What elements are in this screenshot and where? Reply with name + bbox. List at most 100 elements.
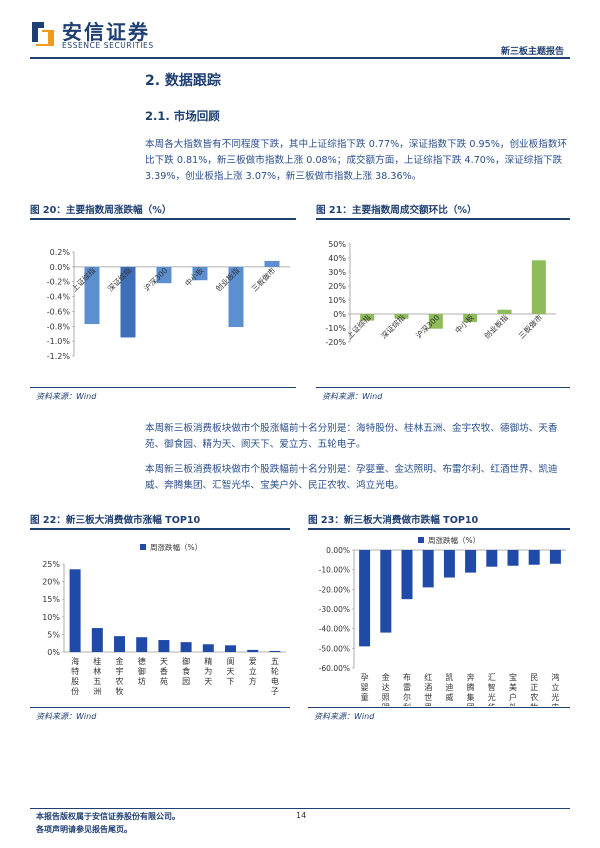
- bar: [507, 550, 519, 566]
- category-label: 创业板指: [482, 312, 511, 341]
- y-tick-label: -50.00%: [319, 644, 350, 653]
- fig23-source: 资料来源：Wind: [314, 712, 375, 721]
- fig20-top-rule: [30, 218, 296, 220]
- bar: [463, 314, 478, 323]
- footer-divider: [30, 808, 570, 809]
- fig21-bottom-rule: [316, 387, 570, 388]
- y-tick-label: 50%: [328, 240, 346, 249]
- category-label: 三板做市: [249, 265, 278, 294]
- bar: [120, 266, 136, 338]
- category-label: 金达照明: [382, 672, 390, 706]
- bar: [360, 314, 375, 321]
- y-tick-label: 20%: [328, 282, 346, 291]
- y-tick-label: 0.00%: [326, 546, 350, 555]
- category-label: 三板做市: [516, 312, 545, 341]
- fig21-top-rule: [316, 218, 570, 220]
- y-tick-label: -40.00%: [319, 625, 350, 634]
- bar: [192, 266, 208, 281]
- bar: [84, 266, 100, 325]
- legend-label: 周涨跌幅（%）: [428, 535, 480, 545]
- bar: [156, 266, 172, 284]
- bar: [443, 550, 455, 578]
- bar: [91, 628, 103, 652]
- category-label: 五轮电子: [271, 657, 279, 696]
- fig23-bottom-rule: [308, 707, 570, 708]
- bar: [422, 550, 434, 588]
- fig22-bottom-rule: [30, 707, 290, 708]
- bar: [394, 314, 409, 319]
- bar: [158, 640, 170, 652]
- y-tick-label: -10%: [325, 324, 346, 333]
- y-tick-label: 10%: [328, 296, 346, 305]
- category-label: 民正农牧: [530, 673, 538, 706]
- bar: [359, 550, 371, 647]
- category-label: 御食园: [182, 656, 190, 686]
- fig21-title: 图 21：主要指数周成交额环比（%）: [316, 205, 477, 216]
- y-tick-label: 0%: [47, 648, 60, 657]
- fig22-source: 资料来源：Wind: [36, 712, 97, 721]
- page-number: 14: [296, 811, 307, 820]
- fig22-title: 图 22：新三板大消费做市涨幅 TOP10: [30, 515, 201, 526]
- y-tick-label: -0.8%: [47, 322, 71, 331]
- y-tick-label: -60.00%: [319, 664, 350, 673]
- subsection-title: 2.1. 市场回顾: [145, 109, 220, 123]
- category-label: 天香苑: [160, 657, 168, 686]
- category-label: 凯迪威: [445, 672, 453, 702]
- bar: [114, 636, 125, 652]
- bar: [69, 569, 81, 652]
- bar: [380, 550, 392, 633]
- bar: [247, 649, 259, 652]
- category-label: 德御坊: [138, 656, 146, 686]
- category-label: 鸿立光电: [551, 672, 559, 706]
- fig23-title: 图 23：新三板大消费做市跌幅 TOP10: [308, 515, 479, 526]
- bar: [269, 650, 281, 652]
- bar: [228, 266, 244, 328]
- bar: [136, 637, 148, 652]
- gainers-paragraph: 本周新三板消费板块做市个股涨幅前十名分别是：海特股份、桂林五洲、金宇农牧、德御坊…: [145, 423, 558, 450]
- category-label: 深证综指: [379, 312, 408, 341]
- bar: [465, 550, 477, 573]
- section-title: 2. 数据跟踪: [145, 73, 221, 89]
- fig23-top-rule: [308, 528, 570, 530]
- bar: [528, 550, 540, 565]
- category-label: 宝美户外: [509, 672, 517, 706]
- losers-paragraph: 本周新三板消费板块做市个股跌幅前十名分别是：孕婴童、金达照明、布雷尔利、红酒世界…: [145, 464, 558, 491]
- category-label: 爱立方: [249, 657, 257, 686]
- legend-label: 周涨跌幅（%）: [150, 542, 202, 552]
- logo-icon: [30, 18, 56, 48]
- bar: [428, 314, 443, 329]
- bar: [180, 642, 192, 652]
- y-tick-label: -1.2%: [47, 352, 71, 361]
- y-tick-label: -0.4%: [47, 293, 71, 302]
- category-label: 布雷尔利: [403, 672, 411, 706]
- fig22-chart: 周涨跌幅（%） 25% 20% 15% 10% 5% 0% 海特股份 桂林五洲 金宇农牧 德御坊 天香…: [42, 542, 286, 696]
- category-label: 桂林五洲: [93, 656, 101, 696]
- y-tick-label: 5%: [47, 630, 60, 639]
- y-tick-label: -10.00%: [319, 566, 350, 575]
- bar: [264, 260, 280, 267]
- bar: [549, 550, 561, 564]
- bar: [202, 644, 214, 652]
- y-tick-label: 0.2%: [50, 248, 71, 257]
- y-tick-label: 0%: [333, 310, 346, 319]
- y-tick-label: -20%: [325, 338, 346, 347]
- category-label: 阆天下: [227, 656, 235, 686]
- y-tick-label: 40%: [328, 254, 346, 263]
- footer-disclaimer: 各项声明请参见报告尾页。: [36, 825, 132, 834]
- footer-copyright: 本报告版权属于安信证券股份有限公司。: [36, 812, 180, 821]
- y-tick-label: 10%: [42, 613, 60, 622]
- y-tick-label: -20.00%: [319, 585, 350, 594]
- logo-text-en: ESSENCE SECURITIES: [62, 41, 154, 50]
- y-tick-label: -1.0%: [47, 337, 71, 346]
- bar: [225, 645, 236, 652]
- category-label: 精为天: [204, 656, 212, 686]
- category-label: 孕婴童: [361, 673, 369, 702]
- category-label: 金宇农牧: [116, 656, 124, 696]
- category-label: 汇智光华: [488, 673, 496, 706]
- category-label: 上证综指: [344, 312, 373, 341]
- fig20-title: 图 20：主要指数周涨跌幅（%）: [30, 205, 172, 216]
- fig20-bottom-rule: [30, 387, 296, 388]
- report-type: 新三板主题报告: [500, 47, 564, 57]
- bar: [497, 309, 512, 314]
- fig21-chart: 50%40%30%20%10%0%-10%-20%上证综指 深证综指 沪深300 中小…: [325, 240, 556, 347]
